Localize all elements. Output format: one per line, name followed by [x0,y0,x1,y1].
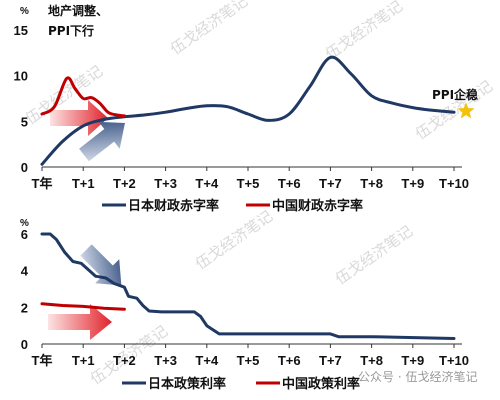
star-icon [457,102,475,119]
bottom-x-tick-label: T+1 [72,353,95,368]
bottom-x-tick-label: T+9 [401,353,424,368]
watermark-text: 伍戈经济笔记 [167,0,251,58]
red-arrow-shape [50,100,108,136]
top-x-tick-label: T+9 [401,176,424,191]
top-series-group [40,55,456,166]
bottom-x-tick-label: T+7 [319,353,342,368]
watermark-text: 伍戈经济笔记 [192,207,276,273]
bottom-x-tick-label: T年 [32,353,53,368]
bottom-x-tick-label: T+6 [278,353,301,368]
top-series-line-1 [40,76,126,118]
top-unit-label: % [20,6,29,17]
bottom-series-line-1 [40,302,126,311]
bottom-unit-label: % [20,218,29,229]
bottom-y-tick-label: 6 [21,227,28,242]
source-watermark: 公众号 · 伍戈经济笔记 [358,369,477,384]
ppi-stable-label: PPI企稳 [432,87,478,102]
bottom-x-tick-label: T+10 [439,353,469,368]
bottom-x-ticks: T年 T+1 T+2 T+3 T+4 T+5 T+6 T+7 T+8 T+9 T+10 [32,344,469,368]
top-y-tick-label: 5 [21,114,28,129]
top-x-tick-label: T+3 [154,176,177,191]
annotation-line-1: 地产调整、 [48,3,108,18]
annotation-line-2: PPI下行 [48,23,94,38]
top-x-tick-label: T+5 [237,176,260,191]
top-x-tick-label: T+6 [278,176,301,191]
top-y-tick-label: 10 [14,69,28,84]
bottom-series-line-0 [40,232,456,340]
bottom-x-tick-label: T+4 [195,353,219,368]
legend-label-china-deficit: 中国财政赤字率 [272,198,363,214]
bottom-y-tick-label: 2 [21,300,28,315]
top-annotation: 地产调整、 PPI下行 [48,3,112,38]
top-y-tick-label: 0 [21,160,28,175]
watermark-text: 伍戈经济笔记 [322,0,406,63]
top-legend: 日本财政赤字率 中国财政赤字率 [102,198,363,214]
bottom-panel: % 0 2 4 6 T年 T+1 T+2 T+3 T+4 T+5 T+6 T+7 T+8 T+9 T+10 [20,218,469,368]
legend-label-japan-deficit: 日本财政赤字率 [128,198,219,214]
top-series-line-0 [40,55,456,166]
top-x-tick-label: T年 [32,176,53,191]
bottom-x-tick-label: T+8 [360,353,383,368]
top-y-ticks: 0 5 10 15 [14,23,28,175]
bottom-x-tick-label: T+3 [154,353,177,368]
bottom-x-tick-label: T+5 [237,353,260,368]
legend-label-japan-rate: 日本政策利率 [148,376,226,392]
bottom-y-tick-label: 0 [21,337,28,352]
bottom-series-group [40,232,456,340]
blue-down-arrow-shape [80,244,122,286]
legend-label-china-rate: 中国政策利率 [282,376,360,392]
blue-arrow-shape [79,121,125,162]
bottom-y-ticks: 0 2 4 6 [21,227,29,352]
red-right-arrow-shape [48,304,112,340]
top-x-tick-label: T+4 [195,176,219,191]
top-panel: % 0 5 10 15 T年 T+1 T+2 T+3 T+4 T+5 T+6 T+7 T+8 T+9 T+… [14,3,479,191]
top-x-ticks: T年 T+1 T+2 T+3 T+4 T+5 T+6 T+7 T+8 T+9 T+10 [32,167,469,191]
bottom-x-tick-label: T+2 [113,353,136,368]
bottom-y-tick-label: 4 [21,264,29,279]
top-x-tick-label: T+7 [319,176,342,191]
top-x-tick-label: T+2 [113,176,136,191]
top-x-tick-label: T+10 [439,176,469,191]
bottom-legend: 日本政策利率 中国政策利率 [122,376,360,392]
watermark-text: 伍戈经济笔记 [332,222,416,288]
top-y-tick-label: 15 [14,23,28,38]
top-x-tick-label: T+8 [360,176,383,191]
top-x-tick-label: T+1 [72,176,95,191]
